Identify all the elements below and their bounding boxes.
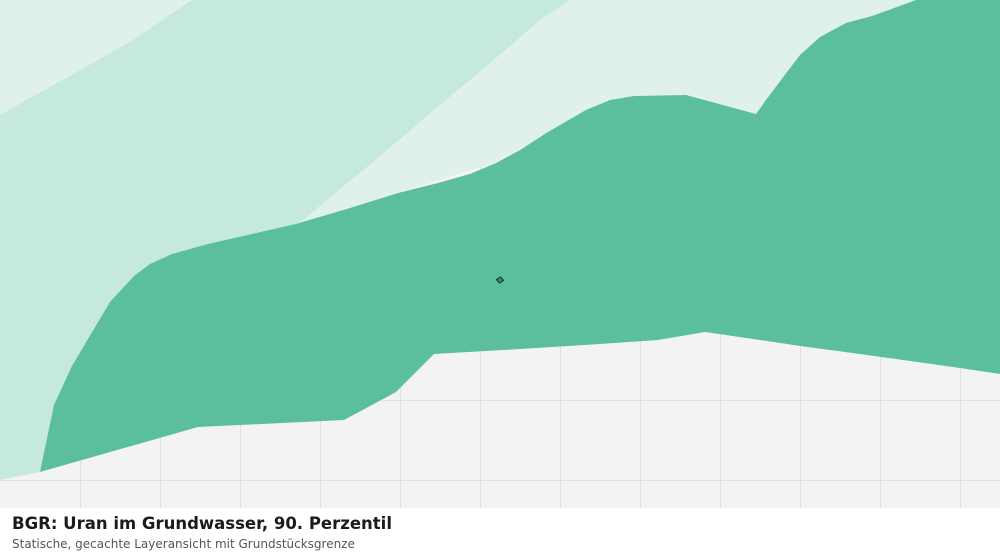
map-view[interactable] <box>0 0 1000 508</box>
zone-main[interactable] <box>40 0 1000 472</box>
parcel-boundary[interactable] <box>495 276 505 284</box>
map-canvas[interactable] <box>0 0 1000 508</box>
layer-title: BGR: Uran im Grundwasser, 90. Perzentil <box>12 514 392 533</box>
map-caption: BGR: Uran im Grundwasser, 90. Perzentil … <box>0 508 1000 560</box>
layer-subtitle: Statische, gecachte Layeransicht mit Gru… <box>12 537 355 551</box>
